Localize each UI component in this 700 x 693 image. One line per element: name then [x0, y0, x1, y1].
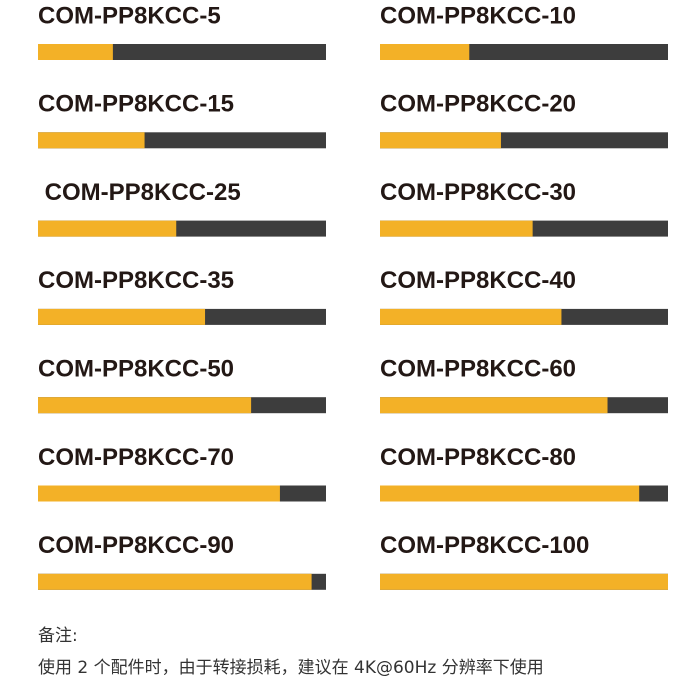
item-label: COM-PP8KCC-15: [38, 91, 234, 118]
bar: [380, 308, 562, 325]
item-label: COM-PP8KCC-40: [380, 267, 576, 294]
item-label: COM-PP8KCC-20: [380, 91, 576, 118]
note-text: 使用 2 个配件时，由于转接损耗，建议在 4K@60Hz 分辨率下使用: [38, 657, 544, 678]
bar: [380, 220, 533, 237]
note-title: 备注:: [38, 626, 78, 646]
item-label: COM-PP8KCC-80: [380, 444, 576, 471]
bar: [380, 132, 501, 149]
item-label: COM-PP8KCC-100: [380, 532, 589, 559]
item-label: COM-PP8KCC-35: [38, 267, 234, 294]
bar: [380, 397, 608, 414]
bar: [38, 220, 177, 237]
bar: [38, 132, 145, 149]
item-label: COM-PP8KCC-10: [380, 2, 576, 29]
item-label: COM-PP8KCC-90: [38, 532, 234, 559]
item-label: COM-PP8KCC-5: [38, 2, 221, 29]
item-label: COM-PP8KCC-50: [38, 356, 234, 383]
item-label: COM-PP8KCC-70: [38, 444, 234, 471]
item-label: COM-PP8KCC-30: [380, 179, 576, 206]
bar: [380, 485, 640, 502]
bar: [38, 397, 252, 414]
bar: [38, 573, 312, 590]
bar: [38, 485, 280, 502]
item-label: COM-PP8KCC-60: [380, 356, 576, 383]
bar: [380, 573, 668, 590]
bar: [380, 44, 470, 60]
item-label: COM-PP8KCC-25: [38, 179, 241, 206]
bar: [38, 308, 206, 325]
bar: [38, 44, 113, 60]
